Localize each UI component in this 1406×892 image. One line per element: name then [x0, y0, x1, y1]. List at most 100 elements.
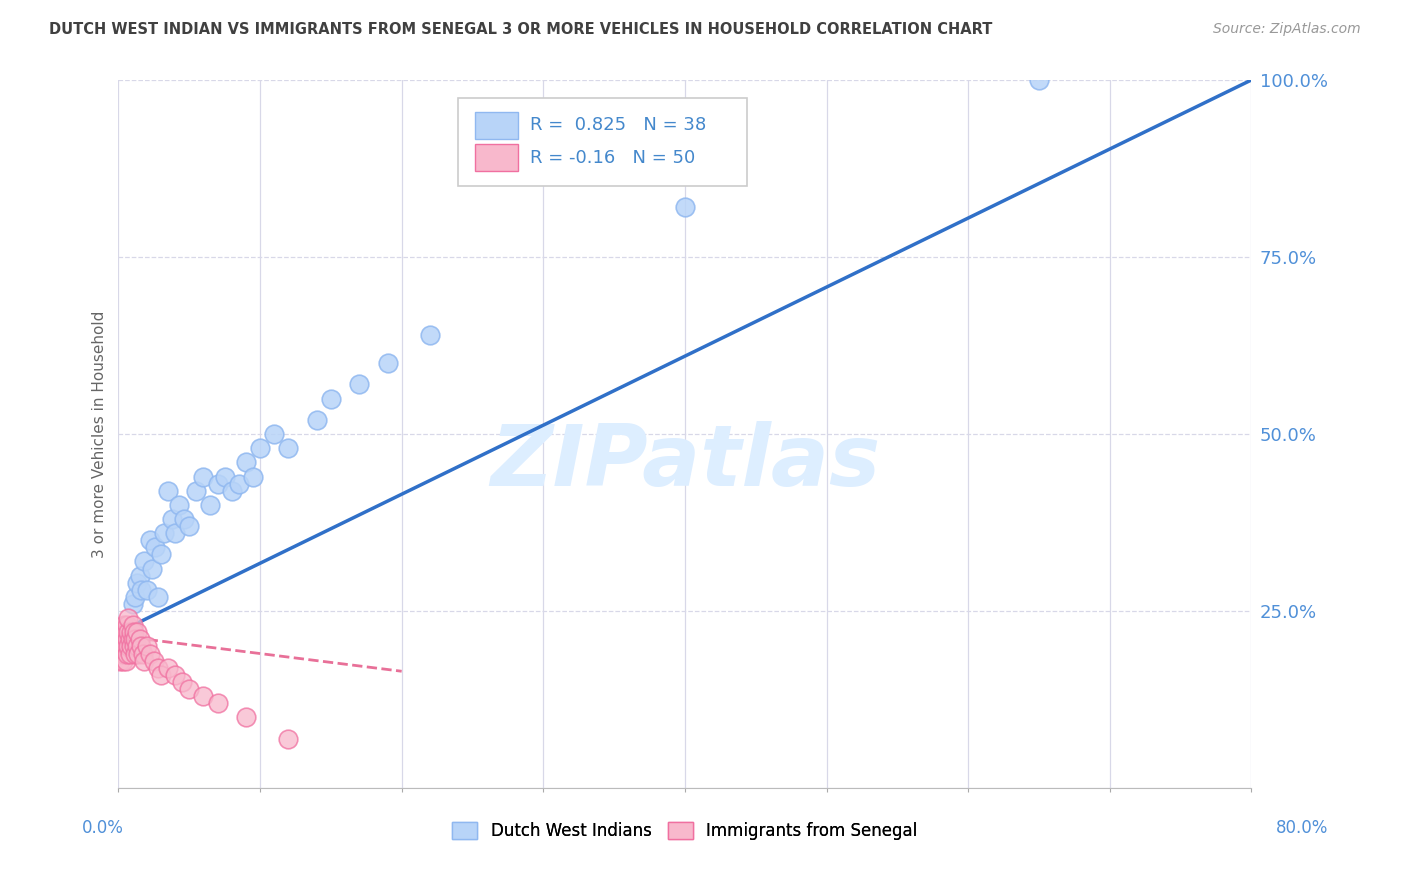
Point — [221, 483, 243, 498]
FancyBboxPatch shape — [475, 112, 519, 139]
Text: R = -0.16   N = 50: R = -0.16 N = 50 — [530, 149, 695, 167]
Point — [142, 654, 165, 668]
Point — [141, 561, 163, 575]
Point — [118, 647, 141, 661]
Point — [128, 568, 150, 582]
Point — [138, 533, 160, 548]
Point — [111, 625, 134, 640]
Text: DUTCH WEST INDIAN VS IMMIGRANTS FROM SENEGAL 3 OR MORE VEHICLES IN HOUSEHOLD COR: DUTCH WEST INDIAN VS IMMIGRANTS FROM SEN… — [49, 22, 993, 37]
Point — [115, 618, 138, 632]
Point — [128, 632, 150, 647]
Point — [179, 681, 201, 696]
Point — [121, 597, 143, 611]
Point — [117, 625, 139, 640]
Point — [135, 640, 157, 654]
Point — [249, 441, 271, 455]
Point — [115, 632, 138, 647]
Point — [377, 356, 399, 370]
Point — [173, 512, 195, 526]
Point — [110, 647, 132, 661]
Point — [110, 632, 132, 647]
Point — [156, 483, 179, 498]
Point — [165, 667, 187, 681]
FancyBboxPatch shape — [458, 98, 747, 186]
Text: R =  0.825   N = 38: R = 0.825 N = 38 — [530, 116, 706, 135]
Point — [117, 640, 139, 654]
Y-axis label: 3 or more Vehicles in Household: 3 or more Vehicles in Household — [93, 310, 107, 558]
Point — [124, 590, 146, 604]
Point — [132, 654, 155, 668]
Point — [156, 661, 179, 675]
Point — [132, 554, 155, 568]
Point — [263, 427, 285, 442]
Point — [127, 647, 149, 661]
Point — [112, 618, 135, 632]
Point — [242, 469, 264, 483]
Text: 0.0%: 0.0% — [82, 819, 124, 837]
Point — [319, 392, 342, 406]
Point — [207, 476, 229, 491]
Point — [152, 526, 174, 541]
Point — [114, 625, 136, 640]
Text: Source: ZipAtlas.com: Source: ZipAtlas.com — [1213, 22, 1361, 37]
Point — [122, 625, 145, 640]
Point — [277, 441, 299, 455]
Point — [172, 674, 194, 689]
Point — [110, 625, 132, 640]
Point — [193, 469, 215, 483]
FancyBboxPatch shape — [475, 145, 519, 171]
Point — [214, 469, 236, 483]
Point — [146, 590, 169, 604]
Point — [347, 377, 370, 392]
Point — [235, 710, 257, 724]
Point — [419, 327, 441, 342]
Point — [121, 632, 143, 647]
Point — [124, 647, 146, 661]
Point — [673, 201, 696, 215]
Point — [125, 640, 148, 654]
Point — [207, 696, 229, 710]
Point — [146, 661, 169, 675]
Point — [124, 632, 146, 647]
Point — [118, 632, 141, 647]
Point — [1028, 73, 1050, 87]
Point — [112, 647, 135, 661]
Point — [114, 640, 136, 654]
Point — [162, 512, 184, 526]
Point — [120, 625, 142, 640]
Point — [112, 632, 135, 647]
Point — [135, 582, 157, 597]
Text: 80.0%: 80.0% — [1277, 819, 1329, 837]
Point — [186, 483, 208, 498]
Point — [129, 640, 152, 654]
Point — [138, 647, 160, 661]
Point — [149, 548, 172, 562]
Point — [108, 640, 131, 654]
Point — [228, 476, 250, 491]
Point — [122, 640, 145, 654]
Point — [165, 526, 187, 541]
Point — [111, 654, 134, 668]
Point — [108, 654, 131, 668]
Point — [120, 640, 142, 654]
Point — [125, 625, 148, 640]
Point — [117, 611, 139, 625]
Point — [149, 667, 172, 681]
Point — [131, 647, 153, 661]
Point — [114, 654, 136, 668]
Text: ZIPatlas: ZIPatlas — [489, 421, 880, 504]
Point — [179, 519, 201, 533]
Point — [115, 647, 138, 661]
Point — [200, 498, 222, 512]
Point — [193, 689, 215, 703]
Point — [125, 575, 148, 590]
Point — [111, 640, 134, 654]
Legend: Dutch West Indians, Immigrants from Senegal: Dutch West Indians, Immigrants from Sene… — [446, 815, 924, 847]
Point — [121, 618, 143, 632]
Point — [277, 731, 299, 746]
Point — [169, 498, 191, 512]
Point — [143, 541, 166, 555]
Point — [305, 413, 328, 427]
Point — [235, 455, 257, 469]
Point — [129, 582, 152, 597]
